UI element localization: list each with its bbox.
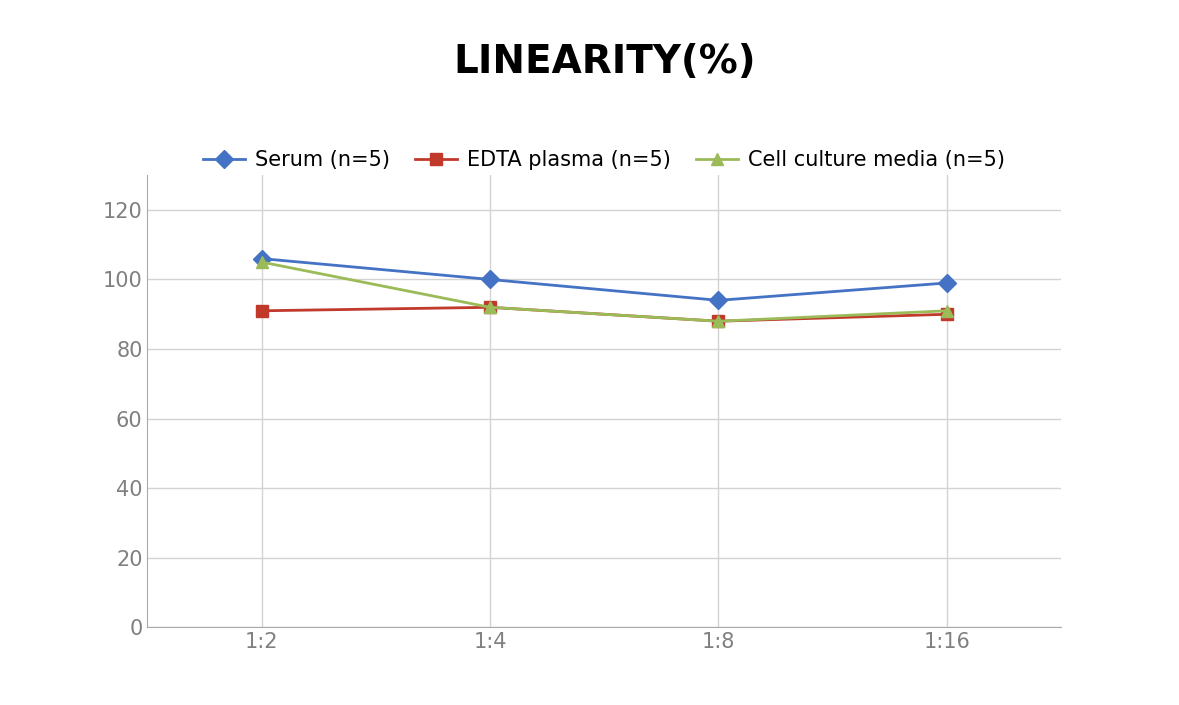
Cell culture media (n=5)	[255, 258, 269, 266]
EDTA plasma (n=5)	[483, 303, 498, 312]
Line: Cell culture media (n=5): Cell culture media (n=5)	[256, 256, 953, 328]
Serum (n=5)	[940, 278, 954, 287]
EDTA plasma (n=5)	[940, 310, 954, 319]
Title: LINEARITY(%): LINEARITY(%)	[453, 44, 756, 82]
Line: Serum (n=5): Serum (n=5)	[256, 252, 953, 307]
Line: EDTA plasma (n=5): EDTA plasma (n=5)	[256, 301, 953, 328]
Serum (n=5)	[255, 255, 269, 263]
Cell culture media (n=5)	[483, 303, 498, 312]
Serum (n=5)	[711, 296, 725, 305]
Cell culture media (n=5)	[711, 317, 725, 326]
Serum (n=5)	[483, 275, 498, 283]
Legend: Serum (n=5), EDTA plasma (n=5), Cell culture media (n=5): Serum (n=5), EDTA plasma (n=5), Cell cul…	[195, 142, 1014, 178]
EDTA plasma (n=5)	[711, 317, 725, 326]
Cell culture media (n=5)	[940, 307, 954, 315]
EDTA plasma (n=5)	[255, 307, 269, 315]
